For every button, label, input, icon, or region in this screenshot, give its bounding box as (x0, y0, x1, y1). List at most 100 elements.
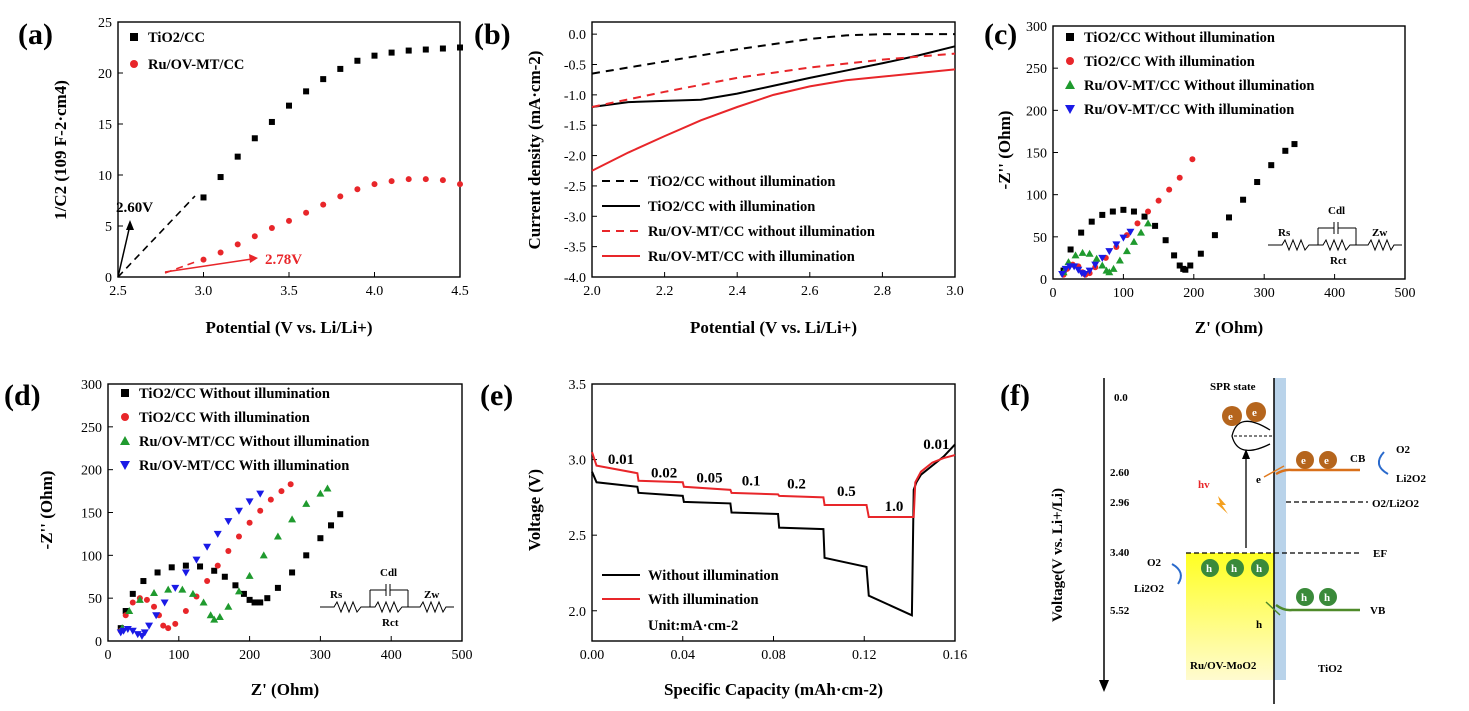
data-point (259, 551, 268, 559)
data-point (164, 585, 173, 593)
panel-label-c: (c) (984, 18, 1017, 51)
x-tick-label: 400 (381, 648, 402, 663)
data-point (1112, 241, 1121, 249)
data-point (160, 599, 169, 607)
semiconductor-label: TiO2 (1318, 663, 1343, 675)
photon-label: hv (1198, 479, 1210, 491)
hole-transfer-arrow (1265, 601, 1281, 616)
data-point (1078, 229, 1085, 236)
left-o2-label: O2 (1147, 557, 1162, 569)
hole-ball (1251, 559, 1269, 577)
x-tick-label: 2.4 (728, 284, 746, 299)
data-point (1254, 179, 1261, 186)
data-point (457, 181, 463, 188)
y-tick-label: 300 (1026, 20, 1047, 35)
warburg-zw (1356, 238, 1402, 252)
legend-entry: TiO2/CC With illumination (139, 410, 310, 426)
x-tick-label: 4.0 (366, 284, 384, 299)
data-point (1120, 206, 1127, 213)
data-point (289, 569, 296, 576)
data-point (1187, 262, 1194, 269)
y-tick-label: 150 (81, 507, 102, 522)
data-point (245, 498, 254, 506)
legend-entry: Ru/OV-MT/CC With illumination (1084, 102, 1294, 118)
data-point (140, 578, 147, 585)
data-point (1105, 248, 1114, 256)
data-point (1058, 270, 1067, 278)
data-point (234, 587, 243, 595)
data-point (320, 76, 327, 83)
data-point (1226, 214, 1232, 221)
conduction-band (1275, 468, 1360, 476)
rate-label: 0.2 (787, 476, 806, 492)
level-label-0: 0.0 (1114, 392, 1128, 404)
data-point (1067, 246, 1074, 253)
electron-transfer-arrow (1263, 465, 1285, 478)
electron-transfer-label: e (1256, 474, 1261, 486)
data-point (203, 543, 212, 551)
right-li2o2-label: Li2O2 (1396, 473, 1426, 485)
data-point (337, 193, 344, 200)
data-point (1176, 174, 1183, 181)
x-tick-label: 300 (1254, 286, 1275, 301)
data-point (140, 629, 149, 637)
x-tick-label: 300 (310, 648, 331, 663)
y-tick-label: 100 (81, 549, 102, 564)
y-tick-label: -3.0 (564, 210, 586, 225)
data-point (303, 88, 310, 95)
voltage-axis-arrowhead (1099, 680, 1109, 692)
data-point (215, 613, 224, 621)
legend-entry: Ru/OV-MT/CC Without illumination (1084, 78, 1314, 94)
x-tick-label: 0.04 (671, 648, 696, 663)
arrow-head-278 (249, 254, 258, 263)
data-point (232, 582, 239, 589)
x-tick-label: 2.8 (874, 284, 892, 299)
data-point (264, 595, 271, 602)
circuit-inset-c: Rs Cdl Zw Rct (1268, 205, 1402, 267)
data-point (234, 153, 241, 160)
data-point (267, 496, 274, 503)
panel-label-f: (f) (1000, 379, 1030, 412)
data-point (388, 178, 395, 185)
resistor-rct (1318, 238, 1356, 252)
data-point (221, 573, 228, 580)
data-point (122, 608, 129, 615)
y-axis-title: -Z'' (Ohm) (37, 471, 56, 550)
data-point (1137, 228, 1145, 236)
data-point (1122, 247, 1131, 255)
x-tick-label: 4.5 (451, 284, 469, 299)
data-point (210, 615, 219, 623)
legend-entry: Ru/OV-MT/CC (148, 57, 244, 73)
data-point (1065, 105, 1075, 114)
y-tick-label: 250 (1026, 62, 1047, 77)
chart-c: 0 100 200 300 400 500 0 50 100 150 200 250 300 Z' (Oh… (995, 20, 1416, 337)
data-point (328, 522, 335, 529)
circuit-label-cdl: Cdl (1328, 205, 1345, 217)
data-point (168, 564, 175, 571)
circuit-label-rs: Rs (330, 589, 343, 601)
data-point (143, 596, 150, 603)
electron-ball (1246, 402, 1266, 422)
data-point (200, 194, 207, 201)
y-tick-label: 10 (98, 169, 112, 184)
data-point (286, 102, 292, 109)
rate-label: 0.5 (837, 484, 856, 500)
hole-transfer-label: h (1256, 619, 1262, 631)
resistor-rs (320, 600, 370, 614)
data-point (371, 181, 378, 188)
series-line (591, 33, 955, 75)
data-point (1098, 261, 1107, 269)
data-point (256, 490, 265, 498)
data-point (1129, 237, 1138, 245)
data-point (224, 602, 233, 610)
fermi-level-label: EF (1373, 548, 1387, 560)
x-tick-label: 0.00 (580, 648, 605, 663)
x-tick-label: 2.2 (656, 284, 674, 299)
data-point (316, 489, 325, 497)
unit-note: Unit:mA·cm-2 (648, 618, 738, 634)
y-axis-title: Voltage (V) (525, 469, 544, 551)
x-axis-title: Specific Capacity (mAh·cm-2) (664, 680, 883, 699)
arrow-line-260 (117, 224, 131, 278)
data-point (1066, 33, 1074, 41)
